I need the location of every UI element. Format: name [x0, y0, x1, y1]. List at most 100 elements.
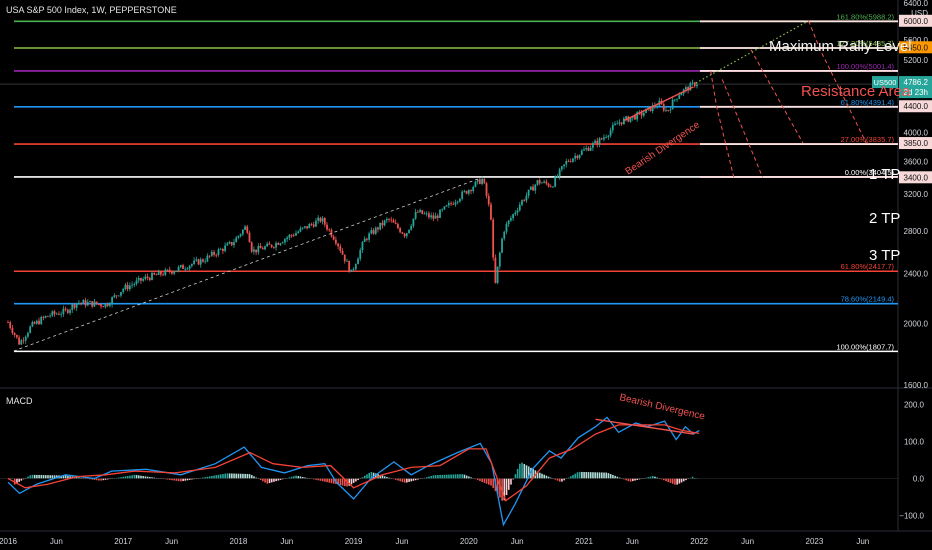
candle-body: [179, 265, 182, 267]
macd-histogram-bar: [355, 478, 357, 482]
candle-body: [64, 308, 67, 310]
macd-histogram-bar: [592, 472, 594, 479]
macd-histogram-bar: [476, 478, 479, 481]
candle-body: [363, 238, 366, 243]
candle-body: [315, 220, 317, 227]
macd-histogram-bar: [38, 474, 40, 479]
macd-histogram-bar: [601, 472, 603, 479]
candle-body: [237, 235, 240, 238]
macd-histogram-bar: [614, 475, 616, 479]
candle-body: [405, 233, 408, 237]
candle-body: [142, 278, 145, 281]
candle-body: [461, 191, 464, 199]
candle-body: [547, 183, 550, 187]
candle-body: [124, 284, 127, 290]
candle-body: [306, 226, 308, 229]
candle-body: [46, 315, 49, 317]
time-tick-label: Jun: [50, 537, 63, 546]
candle-body: [128, 285, 131, 290]
macd-histogram-bar: [357, 478, 359, 481]
macd-histogram-bar: [20, 478, 23, 481]
macd-histogram-bar: [603, 472, 605, 479]
macd-histogram-bar: [102, 478, 105, 481]
macd-histogram-bar: [401, 478, 404, 482]
macd-histogram-bar: [381, 475, 384, 479]
candle-body: [591, 143, 594, 148]
macd-histogram-bar: [337, 478, 339, 485]
candle-body: [647, 106, 650, 109]
candle-body: [365, 238, 368, 240]
macd-histogram-bar: [632, 478, 634, 482]
candle-body: [42, 317, 45, 318]
macd-histogram-bar: [410, 478, 413, 482]
macd-histogram-bar: [569, 476, 572, 479]
candle-body: [40, 317, 43, 325]
candle-body: [215, 254, 218, 256]
candle-body: [485, 183, 488, 196]
price-tick-label: 3600.0: [904, 158, 929, 167]
candle-body: [685, 87, 687, 90]
candle-body: [583, 149, 585, 151]
candle-body: [301, 227, 304, 229]
candle-body: [594, 140, 596, 144]
candle-body: [505, 224, 508, 232]
candle-body: [343, 254, 346, 262]
candle-body: [392, 220, 395, 223]
candle-body: [494, 257, 497, 283]
candle-body: [184, 268, 187, 270]
candle-body: [290, 235, 293, 236]
candle-body: [73, 304, 76, 308]
macd-histogram-bar: [255, 477, 258, 479]
macd-histogram-bar: [352, 478, 355, 483]
candle-body: [676, 98, 678, 100]
macd-histogram-bar: [146, 476, 149, 479]
candle-body: [693, 82, 696, 87]
candle-body: [213, 251, 215, 255]
macd-histogram-bar: [208, 476, 211, 479]
candle-body: [357, 258, 359, 265]
candle-body: [549, 186, 552, 188]
macd-title: MACD: [6, 396, 33, 406]
macd-histogram-bar: [448, 474, 450, 479]
macd-histogram-bar: [408, 478, 410, 482]
candle-body: [636, 112, 639, 120]
last-price-countdown: 2d 23h: [904, 88, 928, 97]
macd-histogram-bar: [612, 474, 614, 479]
macd-histogram-bar: [574, 473, 577, 479]
macd-histogram-bar: [392, 478, 395, 480]
candle-body: [645, 108, 647, 113]
candle-body: [259, 245, 262, 249]
macd-histogram-bar: [219, 474, 222, 479]
price-unit-label: USD: [911, 9, 928, 18]
macd-histogram-bar: [75, 477, 78, 479]
candle-body: [649, 106, 652, 112]
candle-body: [385, 218, 388, 221]
candle-body: [117, 295, 120, 297]
candle-body: [509, 218, 512, 221]
macd-histogram-bar: [483, 478, 486, 483]
candle-body: [603, 137, 605, 140]
candle-body: [352, 269, 355, 270]
macd-histogram-bar: [556, 478, 559, 481]
support-trendline: [13, 177, 481, 352]
candle-body: [501, 238, 503, 253]
candle-body: [605, 137, 608, 138]
candle-body: [394, 222, 397, 224]
candle-body: [454, 202, 457, 205]
candle-body: [532, 186, 534, 191]
macd-histogram-bar: [348, 478, 351, 486]
candle-body: [248, 232, 251, 243]
candle-body: [261, 248, 264, 250]
macd-histogram-bar: [129, 475, 131, 479]
macd-line: [7, 416, 700, 527]
candle-body: [467, 190, 470, 194]
macd-histogram-bar: [507, 478, 510, 490]
macd-histogram-bar: [547, 476, 550, 479]
macd-histogram-bar: [36, 474, 38, 479]
candle-body: [525, 195, 528, 201]
macd-histogram-bar: [93, 478, 96, 480]
macd-histogram-bar: [306, 477, 308, 479]
candle-body: [308, 224, 311, 229]
macd-histogram-bar: [104, 478, 107, 480]
